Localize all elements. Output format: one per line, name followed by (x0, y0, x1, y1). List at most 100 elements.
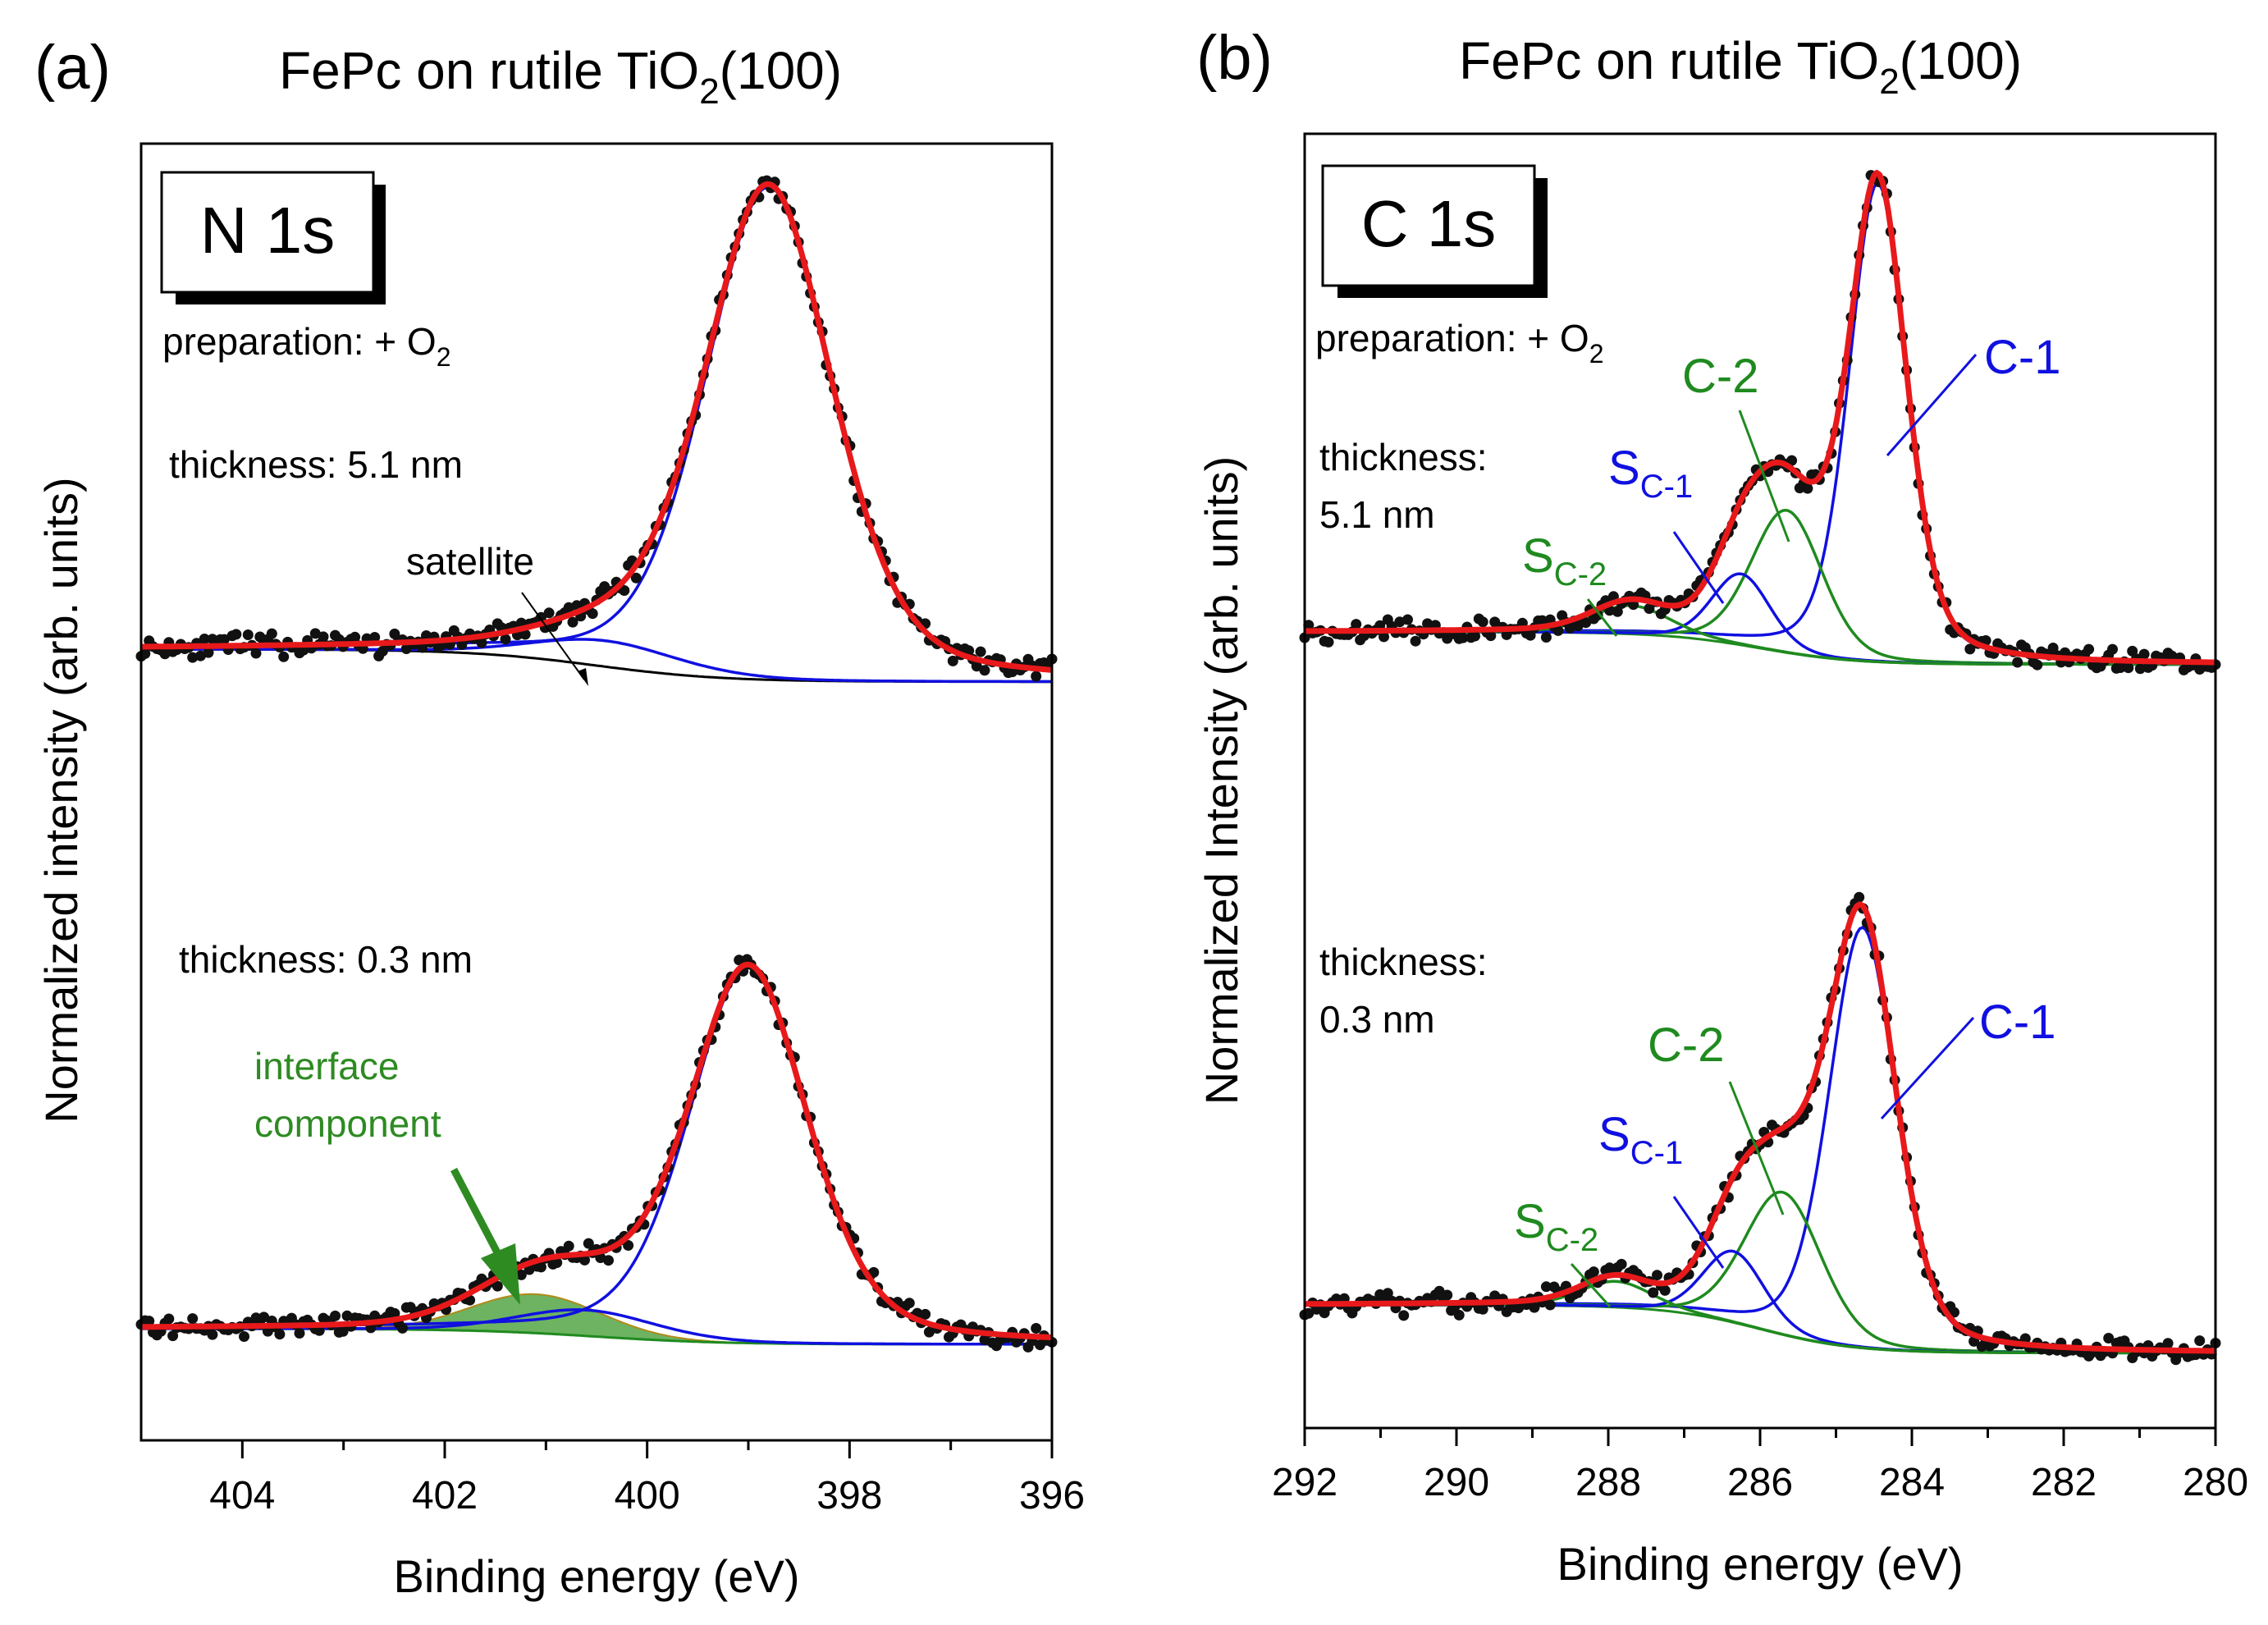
data-point (1351, 619, 1362, 630)
data-point (1616, 1258, 1627, 1270)
data-point (903, 1298, 915, 1309)
data-point (167, 1330, 179, 1342)
panel-b-bottom-sc2-pointer (1570, 1262, 1612, 1308)
panel-b-thickness-top-1: thickness: (1319, 436, 1488, 478)
data-point (1303, 1307, 1315, 1319)
data-point (583, 1238, 594, 1249)
panel-a-interface-arrow (450, 1167, 502, 1258)
data-point (975, 646, 986, 657)
x-tick-label: 292 (1272, 1461, 1337, 1504)
panel-a-satellite-pointer (521, 592, 585, 680)
data-point (551, 1257, 563, 1268)
data-point (587, 608, 598, 620)
panel-b-top-c1-label: C-1 (1984, 331, 2060, 384)
panel-a-label-box (160, 171, 375, 294)
panel-a-plot (135, 175, 1058, 1353)
panel-b-top-sc2-pointer (1586, 598, 1618, 637)
fit-envelope-line (141, 181, 1053, 673)
data-point (2194, 1335, 2206, 1347)
panel-b-bottom-sc2-label: SC-2 (1514, 1195, 1598, 1258)
data-point (1612, 606, 1623, 617)
data-point (258, 1311, 270, 1323)
panel-a-interface-arrowhead (481, 1243, 520, 1305)
panel-a-frame (139, 142, 1054, 1442)
panel-a-preparation-main: preparation: + O (162, 320, 437, 363)
panel-a-interface-label-2: component (254, 1102, 441, 1145)
data-point (330, 1310, 341, 1321)
panel-a-label: (a) (34, 33, 111, 103)
data-point (369, 632, 381, 643)
data-point (868, 1266, 880, 1278)
data-point (144, 1316, 155, 1327)
x-tick-label: 404 (209, 1474, 275, 1517)
data-point (947, 655, 958, 666)
panel-b-x-ticks: 292 290 288 286 284 282 280 (1272, 1428, 2248, 1504)
panel-b-bottom-sc1-main: S (1598, 1108, 1630, 1161)
panel-b-title-end: (100) (1900, 31, 2022, 90)
panel-b-bottom-c2-label: C-2 (1648, 1018, 1724, 1072)
data-point (266, 628, 277, 639)
data-point (1540, 632, 1552, 643)
panel-b-bottom-sc1-label: SC-1 (1598, 1108, 1683, 1171)
data-point (476, 637, 487, 648)
data-point (979, 665, 990, 676)
data-point (231, 629, 242, 640)
data-point (1323, 636, 1334, 648)
panel-b-top-sc2-main: S (1522, 529, 1554, 583)
data-point (405, 1302, 416, 1313)
panel-b-top-sc1-pointer (1672, 531, 1725, 604)
x-tick-label: 290 (1424, 1461, 1489, 1504)
panel-a: (a) FePc on rutile TiO2(100) 404 402 400 39… (34, 33, 1085, 1602)
panel-b: (b) FePc on rutile TiO2(100) 292 290 288 28… (1196, 23, 2248, 1590)
data-point (1964, 643, 1976, 655)
data-point (278, 651, 290, 662)
panel-b-bottom-sc1-sub: C-1 (1630, 1135, 1683, 1171)
panel-b-preparation-sub: 2 (1589, 339, 1604, 368)
data-point (1485, 630, 1497, 642)
data-point (543, 607, 555, 619)
data-point (274, 1329, 286, 1340)
data-point (2107, 643, 2118, 655)
data-point (563, 602, 574, 613)
data-point (203, 647, 214, 658)
panel-a-x-axis-label: Binding energy (eV) (394, 1550, 800, 1602)
data-point (139, 648, 151, 659)
panel-a-title: FePc on rutile TiO2(100) (279, 41, 842, 112)
data-point (2134, 663, 2146, 675)
panel-b-label: (b) (1196, 23, 1273, 93)
panel-b-y-axis-label: Normalized Intensity (arb. units) (1196, 456, 1247, 1105)
panel-b-thickness-bottom-1: thickness: (1319, 941, 1488, 983)
data-point (1442, 1289, 1453, 1301)
data-point (397, 1322, 408, 1334)
panel-b-bottom-c1-pointer (1880, 1016, 1975, 1120)
data-point (567, 616, 578, 628)
data-point (619, 585, 630, 596)
data-point (2012, 657, 2023, 668)
x-tick-label: 400 (615, 1474, 680, 1517)
fit-envelope-line (141, 961, 1053, 1341)
data-point (1457, 632, 1469, 643)
data-point (492, 1280, 503, 1292)
panel-a-satellite-label: satellite (406, 540, 534, 583)
data-point (1035, 1339, 1045, 1351)
data-point (1529, 1302, 1540, 1313)
data-point (1854, 891, 1865, 903)
fit-envelope-line (1305, 170, 2215, 666)
data-point (623, 1240, 634, 1251)
data-point (318, 631, 329, 643)
data-point (1398, 1310, 1410, 1321)
data-point (1786, 455, 1798, 466)
data-point (2103, 1333, 2115, 1343)
data-point (2083, 643, 2095, 655)
data-point (971, 661, 982, 672)
data-point (337, 1325, 349, 1337)
data-point (313, 1325, 325, 1336)
panel-a-satellite-arrowhead (578, 668, 588, 686)
panel-a-core-level: N 1s (200, 194, 336, 267)
data-point (1588, 1266, 1599, 1278)
panel-b-title-sub: 2 (1879, 62, 1899, 102)
panel-a-title-end: (100) (720, 41, 842, 100)
panel-b-x-axis-label: Binding energy (eV) (1557, 1538, 1964, 1590)
panel-b-plot (1299, 170, 2221, 1366)
x-tick-label: 398 (816, 1474, 882, 1517)
